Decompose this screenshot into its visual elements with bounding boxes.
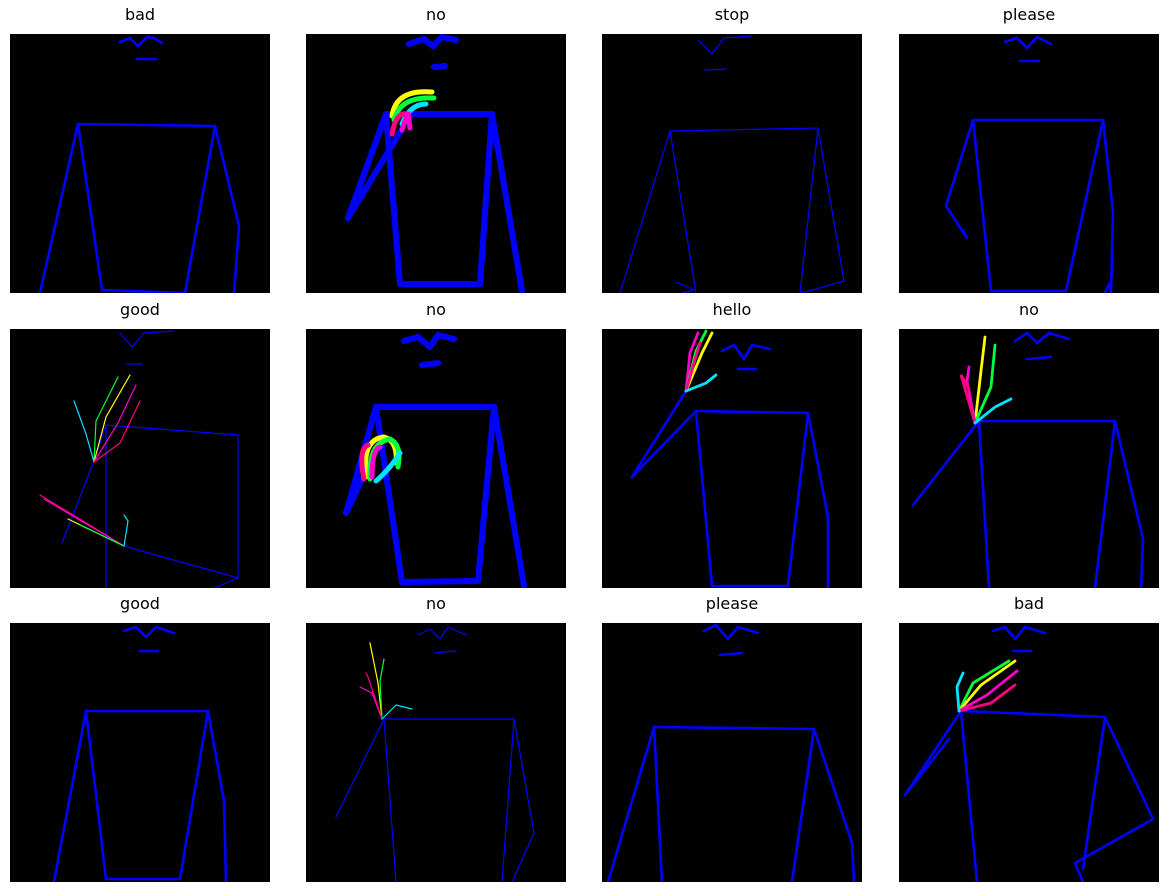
panel-title: please [1002, 5, 1056, 24]
panel-title: no [426, 594, 446, 613]
pose-skeleton-image [10, 623, 270, 882]
pose-skeleton-image [899, 329, 1159, 588]
panel-title: good [120, 300, 160, 319]
sign-panel-10: no [306, 591, 566, 887]
panel-title: stop [714, 5, 750, 24]
sign-panel-2: no [306, 2, 566, 298]
sign-panel-1: bad [10, 2, 270, 298]
panel-title: please [705, 594, 759, 613]
sign-panel-9: good [10, 591, 270, 887]
pose-skeleton-image [602, 329, 862, 588]
panel-title: no [426, 5, 446, 24]
panel-title: good [120, 594, 160, 613]
panel-title: bad [1013, 594, 1045, 613]
pose-skeleton-image [602, 34, 862, 293]
pose-skeleton-image [306, 623, 566, 882]
panel-title: bad [124, 5, 156, 24]
pose-skeleton-image [602, 623, 862, 882]
pose-skeleton-image [10, 34, 270, 293]
sign-panel-4: please [899, 2, 1159, 298]
sign-panel-8: no [899, 297, 1159, 593]
sign-panel-6: no [306, 297, 566, 593]
sign-panel-12: bad [899, 591, 1159, 887]
pose-skeleton-image [306, 329, 566, 588]
panel-title: no [426, 300, 446, 319]
pose-skeleton-image [306, 34, 566, 293]
sign-panel-11: please [602, 591, 862, 887]
sign-panel-7: hello [602, 297, 862, 593]
sign-panel-5: good [10, 297, 270, 593]
pose-skeleton-image [10, 329, 270, 588]
panel-title: no [1019, 300, 1039, 319]
sign-panel-3: stop [602, 2, 862, 298]
pose-skeleton-image [899, 34, 1159, 293]
panel-title: hello [712, 300, 752, 319]
pose-skeleton-image [899, 623, 1159, 882]
